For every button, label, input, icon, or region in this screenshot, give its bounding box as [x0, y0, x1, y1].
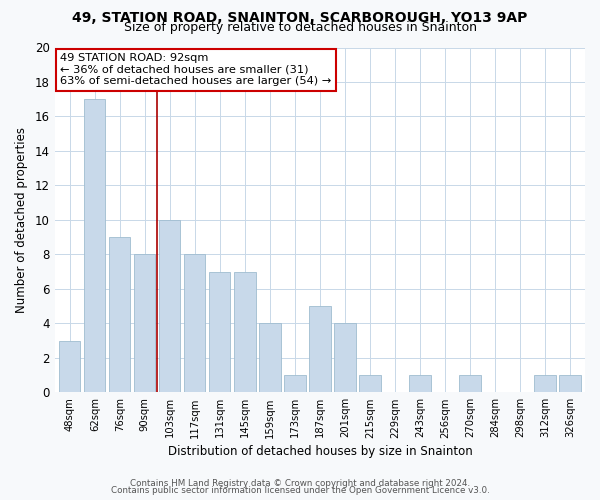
Bar [259, 324, 281, 392]
Bar [234, 272, 256, 392]
Text: 49 STATION ROAD: 92sqm
← 36% of detached houses are smaller (31)
63% of semi-det: 49 STATION ROAD: 92sqm ← 36% of detached… [61, 53, 332, 86]
Bar [84, 99, 106, 392]
Bar [284, 375, 305, 392]
Text: Size of property relative to detached houses in Snainton: Size of property relative to detached ho… [124, 22, 476, 35]
Bar [309, 306, 331, 392]
X-axis label: Distribution of detached houses by size in Snainton: Distribution of detached houses by size … [167, 444, 472, 458]
Bar [59, 340, 80, 392]
Bar [460, 375, 481, 392]
Bar [559, 375, 581, 392]
Bar [334, 324, 356, 392]
Bar [359, 375, 380, 392]
Text: Contains public sector information licensed under the Open Government Licence v3: Contains public sector information licen… [110, 486, 490, 495]
Bar [184, 254, 205, 392]
Bar [409, 375, 431, 392]
Text: 49, STATION ROAD, SNAINTON, SCARBOROUGH, YO13 9AP: 49, STATION ROAD, SNAINTON, SCARBOROUGH,… [73, 11, 527, 25]
Bar [134, 254, 155, 392]
Bar [209, 272, 230, 392]
Y-axis label: Number of detached properties: Number of detached properties [15, 127, 28, 313]
Bar [109, 237, 130, 392]
Text: Contains HM Land Registry data © Crown copyright and database right 2024.: Contains HM Land Registry data © Crown c… [130, 478, 470, 488]
Bar [535, 375, 556, 392]
Bar [159, 220, 181, 392]
